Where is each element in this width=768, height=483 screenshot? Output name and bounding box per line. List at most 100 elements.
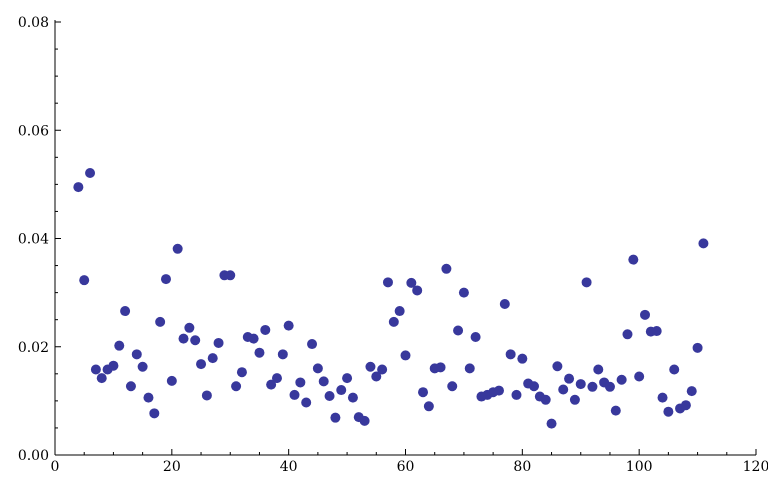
data-point [330, 412, 341, 423]
data-point [634, 371, 645, 382]
data-point [178, 333, 189, 344]
data-point [149, 408, 160, 419]
data-point [610, 405, 621, 416]
data-point [248, 333, 259, 344]
data-point [201, 390, 212, 401]
data-point [569, 394, 580, 405]
data-point [651, 326, 662, 337]
data-point [382, 277, 393, 288]
data-point [277, 349, 288, 360]
y-tick-label: 0.00 [18, 448, 49, 464]
x-tick-label: 40 [280, 459, 298, 475]
data-point [640, 309, 651, 320]
x-tick-label: 80 [513, 459, 531, 475]
data-point [680, 400, 691, 411]
data-point [190, 335, 201, 346]
data-point [593, 364, 604, 375]
data-point [669, 364, 680, 375]
data-point [114, 340, 125, 351]
data-point [289, 389, 300, 400]
data-point [359, 415, 370, 426]
data-point [312, 363, 323, 374]
data-point [418, 387, 429, 398]
data-point [540, 394, 551, 405]
data-point [260, 324, 271, 335]
data-point [184, 322, 195, 333]
data-point [464, 363, 475, 374]
data-point [470, 332, 481, 343]
x-tick-label: 0 [51, 459, 60, 475]
y-tick-label: 0.04 [18, 232, 49, 248]
data-point [236, 367, 247, 378]
data-point [160, 274, 171, 285]
y-tick-label: 0.08 [18, 15, 49, 31]
data-point [324, 391, 335, 402]
data-point [108, 360, 119, 371]
data-point [283, 320, 294, 331]
data-point [686, 386, 697, 397]
data-point [581, 277, 592, 288]
data-point [166, 375, 177, 386]
axes [54, 20, 756, 456]
data-point [622, 329, 633, 340]
data-point [131, 349, 142, 360]
data-point [196, 359, 207, 370]
data-point [96, 373, 107, 384]
data-point [342, 373, 353, 384]
data-point [307, 339, 318, 350]
data-point [628, 254, 639, 265]
data-point [406, 277, 417, 288]
data-point [213, 337, 224, 348]
data-point [575, 379, 586, 390]
data-point [663, 406, 674, 417]
data-point [155, 316, 166, 327]
data-point [120, 306, 131, 317]
y-axis-ticks: 0.00 0.02 0.04 0.06 0.08 [18, 15, 61, 464]
data-point [137, 361, 148, 372]
data-point [423, 401, 434, 412]
data-point [347, 392, 358, 403]
data-point [511, 389, 522, 400]
data-point [453, 325, 464, 336]
data-point [207, 353, 218, 364]
data-point [692, 342, 703, 353]
data-point [435, 362, 446, 373]
x-tick-label: 60 [397, 459, 415, 475]
data-point [552, 361, 563, 372]
data-points [73, 168, 709, 429]
data-point [85, 168, 96, 179]
data-point [412, 285, 423, 296]
data-point [318, 376, 329, 387]
data-point [365, 361, 376, 372]
y-tick-label: 0.02 [18, 340, 49, 356]
data-point [90, 364, 101, 375]
data-point [271, 373, 282, 384]
data-point [505, 349, 516, 360]
data-point [564, 373, 575, 384]
data-point [604, 381, 615, 392]
data-point [231, 381, 242, 392]
data-point [616, 374, 627, 385]
data-point [377, 364, 388, 375]
data-point [546, 418, 557, 429]
data-point [371, 371, 382, 382]
x-tick-label: 120 [743, 459, 768, 475]
data-point [143, 392, 154, 403]
data-point [254, 347, 265, 358]
data-point [657, 392, 668, 403]
data-point [172, 243, 183, 254]
x-tick-label: 100 [626, 459, 653, 475]
data-point [266, 379, 277, 390]
data-point [400, 350, 411, 361]
data-point [301, 397, 312, 408]
data-point [447, 381, 458, 392]
data-point [125, 381, 136, 392]
data-point [458, 287, 469, 298]
data-point [79, 275, 90, 286]
data-point [295, 377, 306, 388]
data-point [388, 316, 399, 327]
data-point [698, 238, 709, 249]
data-point [394, 306, 405, 317]
data-point [499, 298, 510, 309]
